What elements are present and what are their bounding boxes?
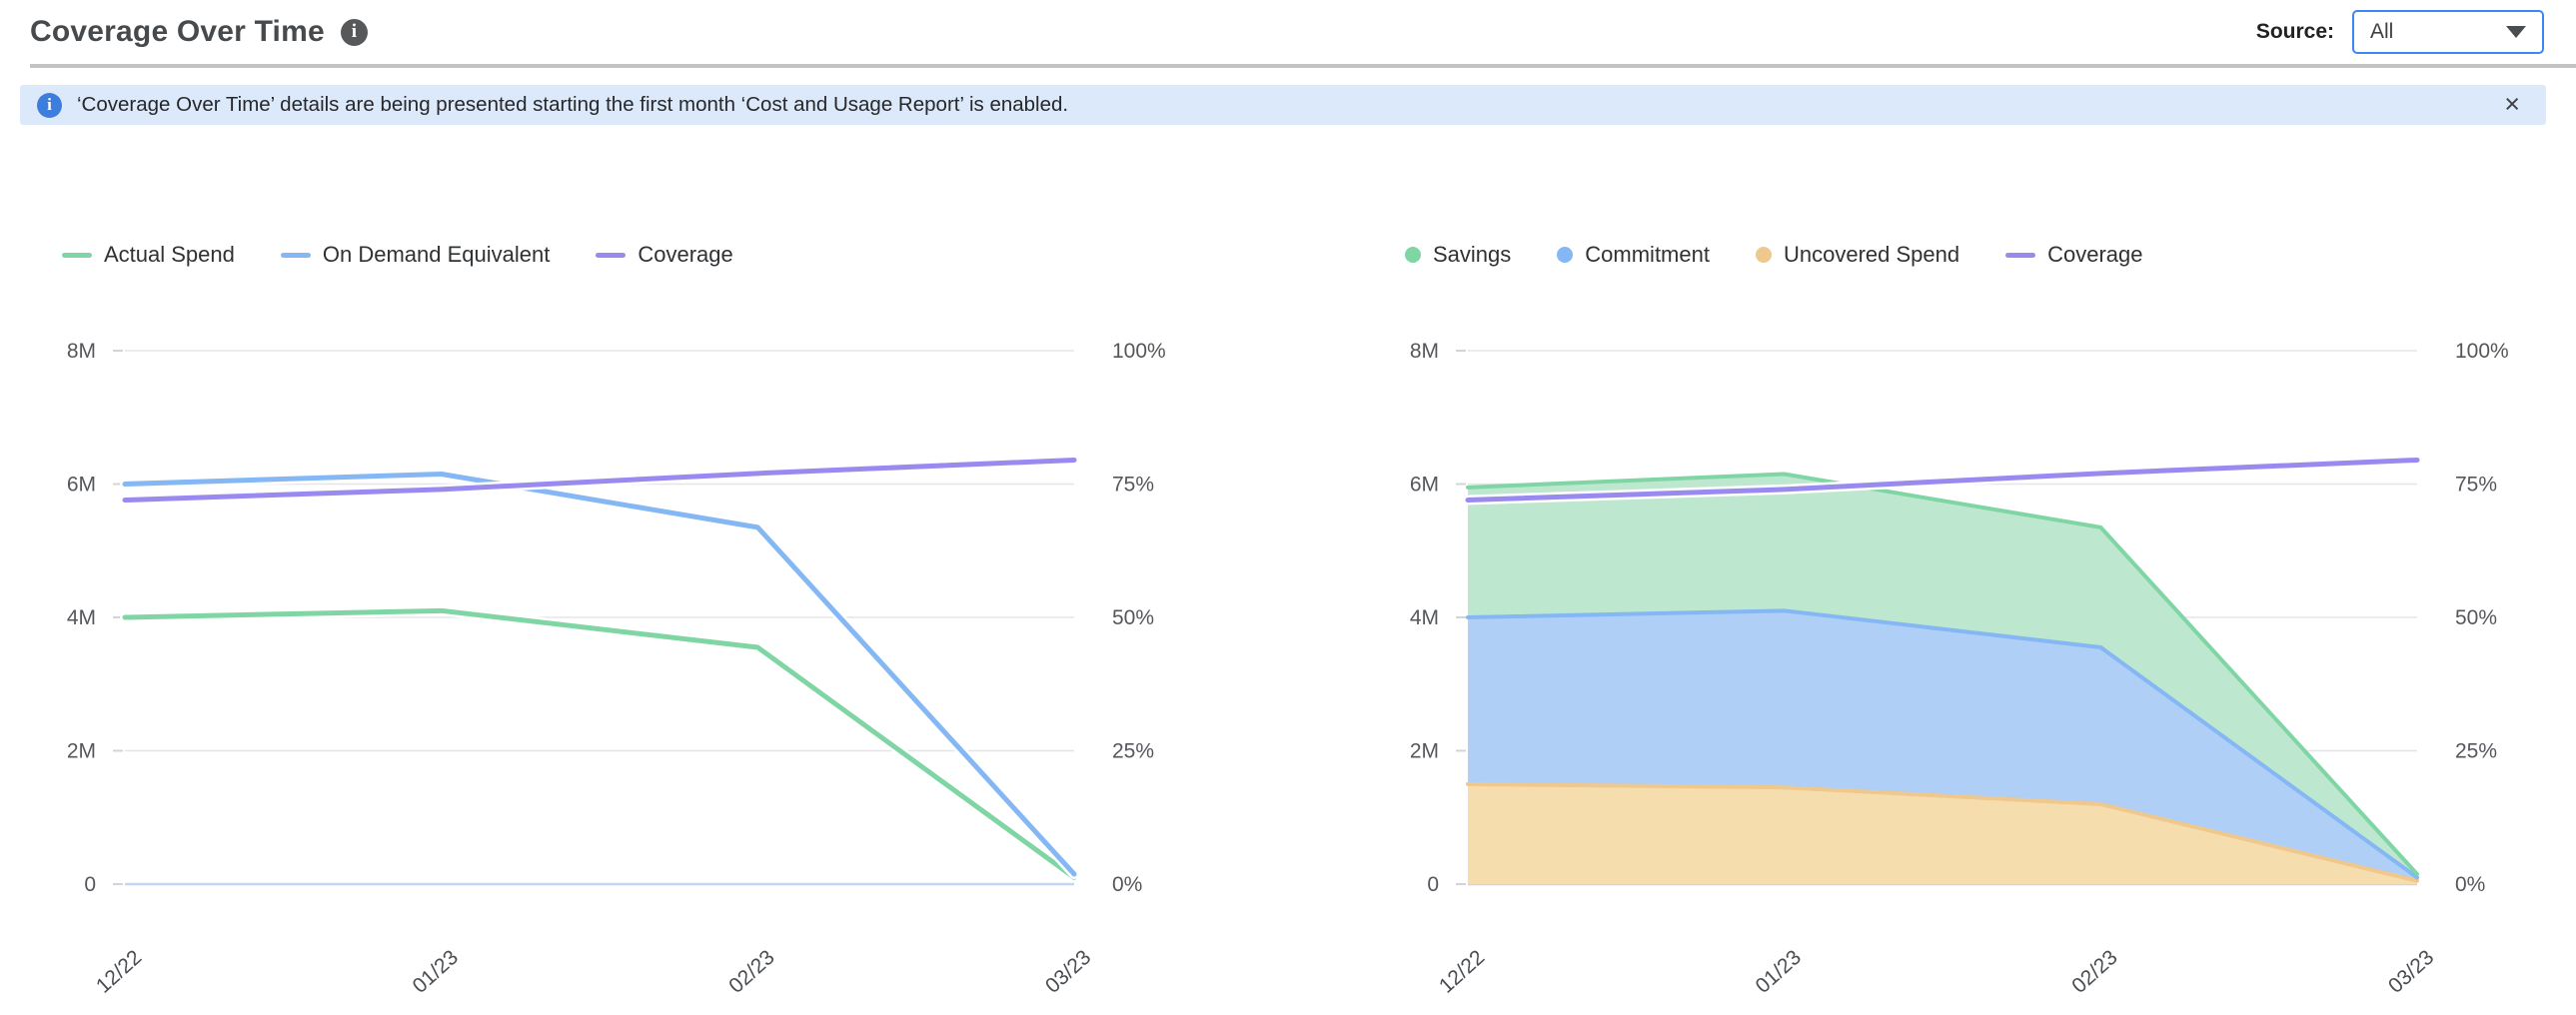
x-axis-label: 02/23 — [2067, 946, 2121, 998]
x-axis-label: 12/22 — [1435, 946, 1489, 998]
legend-item-commitment[interactable]: Commitment — [1557, 242, 1710, 268]
legend-label: Savings — [1433, 242, 1512, 267]
legend-label: Coverage — [638, 242, 733, 267]
right-axis-tick-label: 100% — [1112, 340, 1166, 363]
left-axis-tick-label: 4M — [1410, 606, 1439, 629]
legend-label: On Demand Equivalent — [322, 242, 551, 267]
left-axis-tick-label: 6M — [1410, 474, 1439, 497]
right-axis-tick-label: 75% — [2455, 474, 2497, 497]
series-actual-spend-line — [122, 607, 1077, 880]
legend-item-savings[interactable]: Savings — [1405, 242, 1511, 268]
coverage-line-chart: 0 0% 2M 25% 4M 50% 6M 75% 8M 100% 12/22 01/23 02/23 0… — [67, 340, 1166, 998]
left-axis-tick-label: 0 — [1427, 873, 1439, 896]
series-uncovered-spend-area — [1468, 783, 2417, 884]
series-coverage-line — [1465, 457, 2420, 504]
series-on-demand-equivalent-halo — [120, 469, 1079, 879]
legend-swatch-commitment — [1557, 247, 1574, 263]
legend-item-actual-spend[interactable]: Actual Spend — [62, 242, 235, 268]
banner-text: ‘Coverage Over Time’ details are being p… — [77, 93, 1069, 116]
x-axis-label: 01/23 — [1752, 946, 1806, 998]
x-axis-label: 02/23 — [724, 946, 778, 998]
legend-label: Commitment — [1585, 242, 1710, 267]
series-coverage-line — [122, 457, 1077, 504]
right-axis-tick-label: 75% — [1112, 474, 1154, 497]
legend-item-on-demand-equivalent[interactable]: On Demand Equivalent — [280, 242, 551, 268]
legend-item-coverage[interactable]: Coverage — [2005, 242, 2142, 268]
right-axis-tick-label: 0% — [1112, 873, 1142, 896]
coverage-stacked-area-chart-block: Savings Commitment Uncovered Spend Coverage… — [1383, 236, 2532, 1015]
left-axis-tick-label: 6M — [67, 474, 96, 497]
left-axis-tick-label: 2M — [1410, 740, 1439, 763]
coverage-stacked-area-chart: 0 0% 2M 25% 4M 50% 6M 75% 8M 100% 12/22 01/23 02/23 0… — [1410, 340, 2509, 998]
right-axis-tick-label: 0% — [2455, 873, 2485, 896]
source-label: Source: — [2255, 20, 2334, 43]
legend-label: Coverage — [2047, 242, 2143, 267]
right-axis-tick-label: 50% — [2455, 606, 2497, 629]
line-chart-legend: Actual Spend On Demand Equivalent Coverage — [40, 240, 1189, 270]
legend-swatch-savings — [1405, 247, 1421, 263]
chevron-down-icon — [2506, 26, 2526, 38]
legend-swatch-on-demand-equivalent — [280, 252, 311, 258]
series-savings-area — [1468, 474, 2417, 878]
right-axis-tick-label: 100% — [2455, 340, 2509, 363]
page-title: Coverage Over Time — [30, 15, 325, 48]
right-axis-tick-label: 25% — [2455, 740, 2497, 763]
x-axis-label: 12/22 — [92, 946, 146, 998]
legend-swatch-actual-spend — [62, 252, 92, 258]
source-dropdown[interactable]: All — [2352, 10, 2544, 54]
series-uncovered-spend-edge — [1466, 781, 2419, 883]
series-on-demand-equivalent-line — [122, 471, 1077, 877]
banner-close-icon[interactable]: × — [2504, 89, 2520, 119]
left-axis-tick-label: 2M — [67, 740, 96, 763]
right-axis-tick-label: 50% — [1112, 606, 1154, 629]
x-axis-label: 03/23 — [2384, 946, 2438, 998]
left-axis-tick-label: 4M — [67, 606, 96, 629]
info-icon[interactable]: i — [340, 18, 368, 46]
banner-info-icon: i — [37, 92, 62, 118]
series-commitment-edge — [1466, 608, 2419, 880]
left-axis-tick-label: 0 — [84, 873, 96, 896]
legend-item-coverage[interactable]: Coverage — [596, 242, 733, 268]
legend-label: Actual Spend — [104, 242, 235, 267]
legend-swatch-coverage — [596, 252, 627, 258]
header: Coverage Over Time i Source: All — [0, 0, 2576, 64]
area-chart-legend: Savings Commitment Uncovered Spend Coverage — [1383, 240, 2532, 270]
right-axis-tick-label: 25% — [1112, 740, 1154, 763]
series-actual-spend-halo — [120, 605, 1079, 883]
series-savings-edge — [1466, 472, 2419, 876]
x-axis-label: 01/23 — [409, 946, 463, 998]
info-banner: i ‘Coverage Over Time’ details are being… — [20, 85, 2546, 125]
legend-swatch-uncovered-spend — [1755, 247, 1772, 263]
legend-swatch-coverage — [2005, 252, 2036, 258]
header-divider — [30, 64, 2576, 68]
series-commitment-area — [1468, 610, 2417, 881]
legend-label: Uncovered Spend — [1783, 242, 1960, 267]
coverage-line-chart-block: Actual Spend On Demand Equivalent Coverage… — [40, 236, 1189, 1015]
x-axis-label: 03/23 — [1041, 946, 1095, 998]
left-axis-tick-label: 8M — [1410, 340, 1439, 363]
left-axis-tick-label: 8M — [67, 340, 96, 363]
source-dropdown-value: All — [2370, 20, 2394, 43]
legend-item-uncovered-spend[interactable]: Uncovered Spend — [1755, 242, 1960, 268]
